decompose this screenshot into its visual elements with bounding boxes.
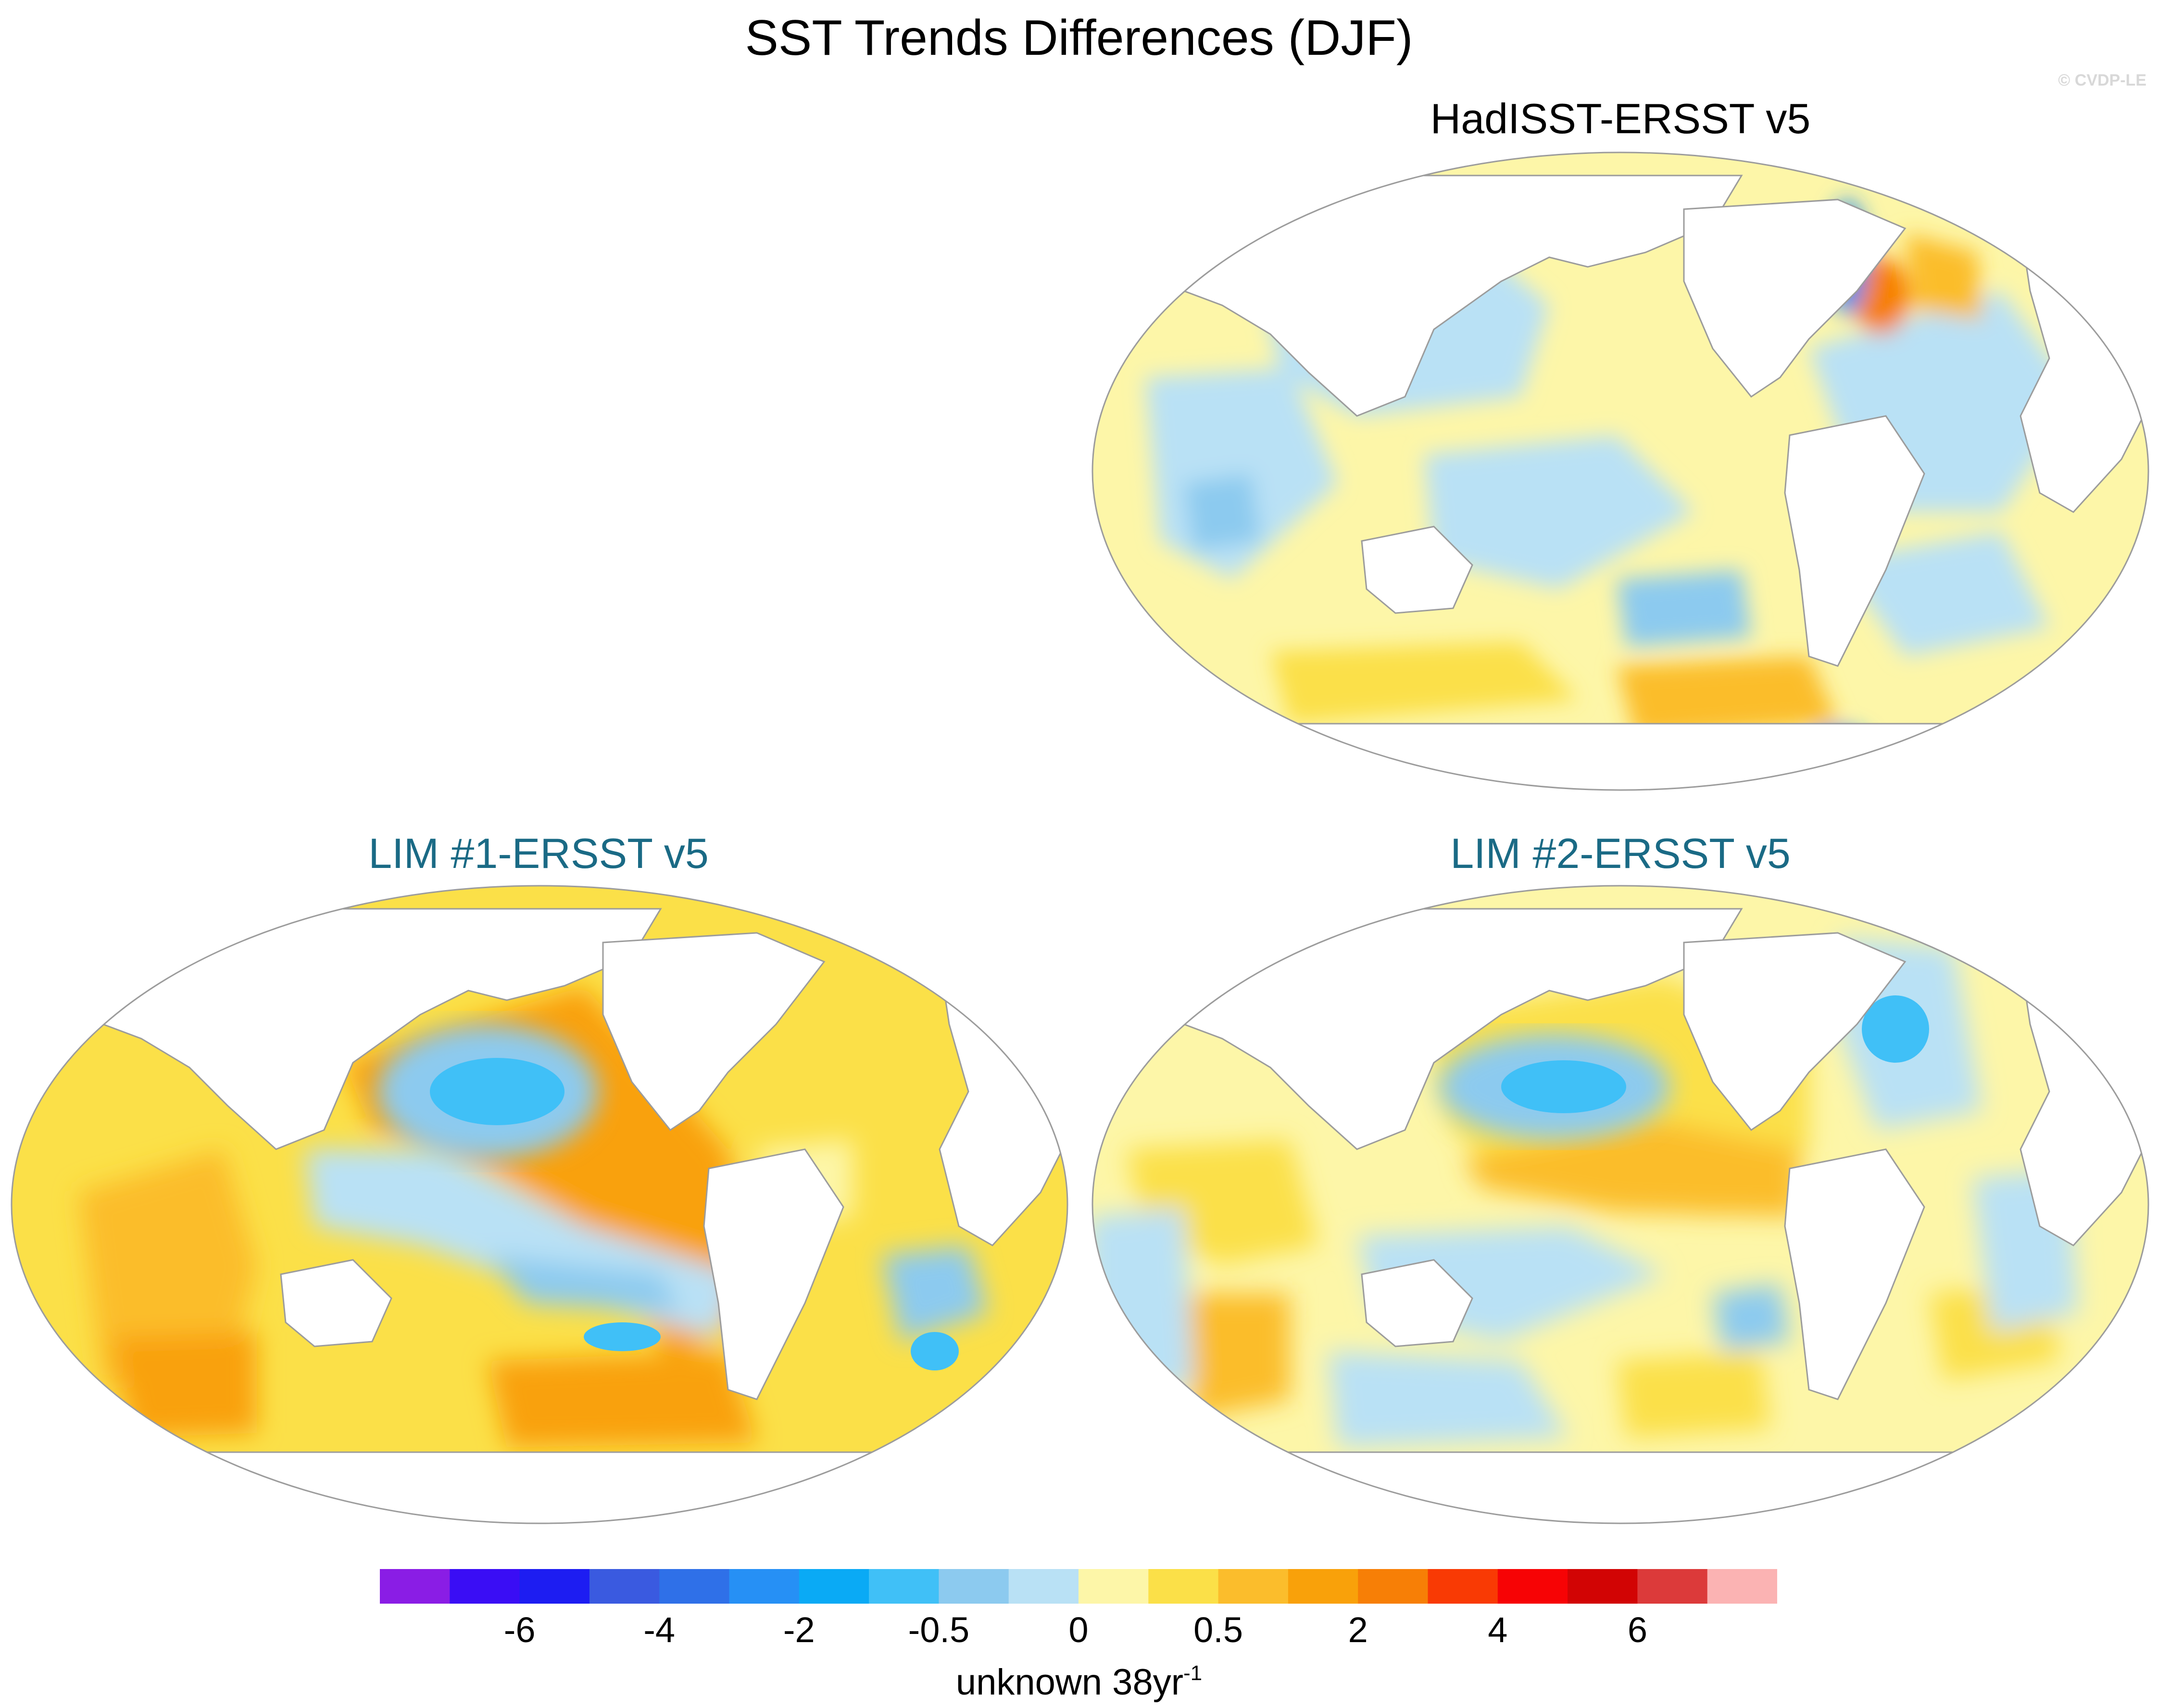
colorbar-swatch [380, 1569, 450, 1604]
panel-title-lim2: LIM #2-ERSST v5 [1450, 829, 1791, 877]
anomaly-positive [1270, 642, 1578, 724]
colorbar-swatch [1008, 1569, 1079, 1604]
colorbar-units-text: unknown 38yr [955, 1662, 1184, 1703]
anomaly-strong-negative [430, 1058, 565, 1125]
land-asia [78, 908, 662, 1150]
colorbar-swatch [1079, 1569, 1149, 1604]
colorbar [380, 1569, 1777, 1604]
colorbar-tick-label: 2 [1348, 1610, 1368, 1650]
colorbar-swatch [1288, 1569, 1358, 1604]
colorbar-swatch [1148, 1569, 1219, 1604]
colorbar-swatch [519, 1569, 590, 1604]
anomaly-negative [1838, 531, 2049, 656]
colorbar-swatch [869, 1569, 939, 1604]
colorbar-units: unknown 38yr-1 [0, 1650, 2158, 1706]
land-asia [1159, 175, 1743, 417]
land-south-america [703, 1148, 844, 1400]
anomaly-positive [1617, 656, 1838, 738]
land-australia [1361, 526, 1473, 614]
colorbar-swatch [1428, 1569, 1498, 1604]
land-antarctica [12, 1451, 1067, 1523]
anomaly-strong-negative [584, 1322, 661, 1351]
anomaly-negative [1424, 435, 1694, 589]
colorbar-swatch [1707, 1569, 1777, 1604]
land-south-america [1784, 415, 1925, 667]
anomaly-strong-negative [911, 1332, 959, 1370]
colorbar-swatch [659, 1569, 729, 1604]
anomaly-negative [1713, 1284, 1790, 1351]
watermark: © CVDP-LE [2058, 71, 2146, 89]
anomaly-positive [1184, 1294, 1290, 1419]
land-antarctica [1092, 1451, 2148, 1523]
colorbar-swatch [1218, 1569, 1289, 1604]
colorbar-swatch [589, 1569, 660, 1604]
colorbar-tick-label: 4 [1488, 1610, 1508, 1650]
colorbar-tick-label: 6 [1627, 1610, 1647, 1650]
colorbar-swatch [450, 1569, 520, 1604]
map-panel-lim1 [11, 885, 1068, 1524]
land-north-america [1683, 199, 1907, 398]
anomaly-strong-negative [1862, 995, 1929, 1063]
anomaly-negative [1617, 570, 1751, 647]
panel-title-hadisst: HadISST-ERSST v5 [1430, 95, 1811, 142]
colorbar-swatch [1568, 1569, 1638, 1604]
colorbar-swatch [799, 1569, 869, 1604]
land-australia [1361, 1259, 1473, 1347]
colorbar-tick-label: 0 [1068, 1610, 1089, 1650]
land-north-america [602, 932, 826, 1131]
land-south-america [1784, 1148, 1925, 1400]
panel-title-lim1: LIM #1-ERSST v5 [368, 829, 709, 877]
map-panel-hadisst [1092, 151, 2149, 791]
colorbar-tick-label: -2 [783, 1610, 815, 1650]
anomaly-negative [882, 1245, 988, 1342]
anomaly-strong-negative [1501, 1060, 1626, 1113]
anomaly-positive [1905, 233, 1982, 320]
land-australia [280, 1259, 392, 1347]
anomaly-strong-positive [113, 1332, 257, 1438]
colorbar-tick-label: 0.5 [1193, 1610, 1243, 1650]
colorbar-units-sup: -1 [1183, 1661, 1203, 1685]
land-antarctica [1092, 723, 2148, 790]
map-panel-lim2 [1092, 885, 2149, 1524]
colorbar-tick-label: -0.5 [908, 1610, 970, 1650]
anomaly-weak-negative [1328, 1351, 1568, 1447]
anomaly-strong-positive [488, 1351, 757, 1447]
colorbar-tick-label: -6 [503, 1610, 536, 1650]
land-north-america [1683, 932, 1907, 1131]
colorbar-tick-label: -4 [643, 1610, 676, 1650]
colorbar-swatch [939, 1569, 1009, 1604]
anomaly-negative [488, 1255, 680, 1313]
colorbar-swatch [1637, 1569, 1708, 1604]
anomaly-negative [1184, 474, 1261, 551]
main-title: SST Trends Differences (DJF) [745, 10, 1413, 66]
anomaly-positive [1617, 1351, 1770, 1438]
colorbar-swatch [1497, 1569, 1568, 1604]
anomaly-mid-positive [1463, 1120, 1799, 1217]
land-asia [1159, 908, 1743, 1150]
anomaly-weak-negative [1092, 1207, 1193, 1399]
colorbar-swatch [729, 1569, 800, 1604]
colorbar-swatch [1358, 1569, 1428, 1604]
